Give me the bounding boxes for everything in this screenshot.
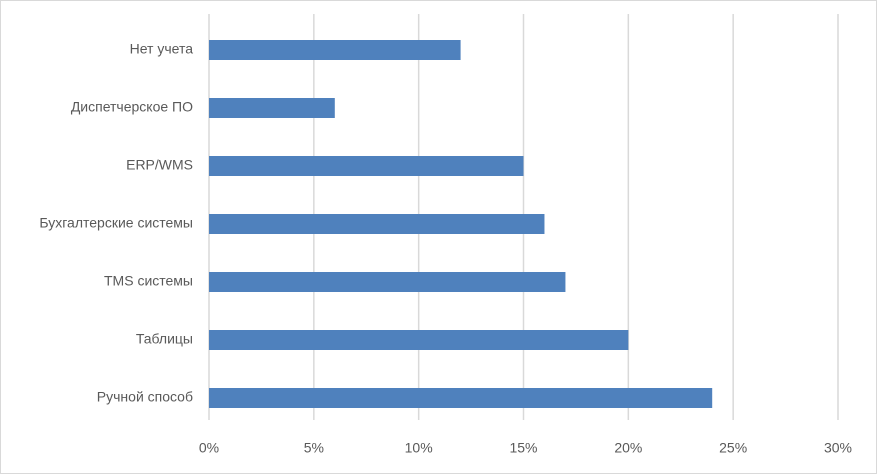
y-tick-label: Ручной способ — [97, 389, 193, 405]
x-tick-label: 25% — [719, 440, 747, 456]
bar — [209, 330, 629, 350]
y-tick-label: Бухгалтерские системы — [39, 215, 193, 231]
x-tick-label: 30% — [824, 440, 852, 456]
bar — [209, 272, 566, 292]
x-tick-label: 20% — [614, 440, 642, 456]
y-tick-label: Диспетчерское ПО — [71, 99, 193, 115]
x-tick-label: 10% — [405, 440, 433, 456]
x-tick-label: 0% — [199, 440, 219, 456]
bar — [209, 98, 335, 118]
y-tick-label: Таблицы — [136, 331, 193, 347]
bar — [209, 40, 461, 60]
x-tick-label: 5% — [304, 440, 324, 456]
y-tick-label: Нет учета — [130, 41, 194, 57]
bar — [209, 388, 713, 408]
y-tick-label: ERP/WMS — [126, 157, 193, 173]
y-tick-label: TMS системы — [104, 273, 193, 289]
bar — [209, 156, 524, 176]
bar — [209, 214, 545, 234]
x-tick-label: 15% — [509, 440, 537, 456]
